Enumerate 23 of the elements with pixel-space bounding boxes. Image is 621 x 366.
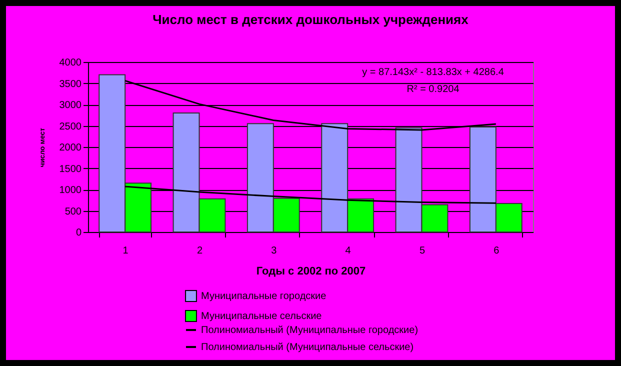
x-tick-label: 2 [196,246,203,256]
annotation: y = 87.143x² - 813.83x + 4286.4 [362,67,504,78]
y-tick-label: 0 [76,228,82,238]
legend-label: Полиномиальный (Муниципальные сельские) [201,342,414,353]
y-tick-label: 1500 [59,164,82,175]
annotation: R² = 0.9204 [406,84,460,95]
y-tick-label: 1000 [59,185,82,196]
x-tick-label: 5 [419,246,426,256]
y-tick-label: 2500 [59,121,82,132]
legend-label: Муниципальные сельские [201,311,322,322]
x-tick-label: 4 [345,246,352,256]
x-axis-title: Годы с 2002 по 2007 [256,266,366,278]
legend-label: Муниципальные городские [201,291,327,302]
y-tick-label: 3000 [59,100,82,111]
x-tick-label: 1 [122,246,129,256]
chart-title: Число мест в детских дошкольных учреждениях [152,12,470,27]
y-tick-label: 500 [64,206,82,218]
y-tick-label: 3500 [59,78,82,90]
x-tick-label: 6 [494,246,500,256]
y-tick-label: 2000 [59,142,82,154]
legend-label: Полиномиальный (Муниципальные городские) [201,325,418,336]
y-tick-label: 4000 [59,58,82,68]
x-tick-label: 3 [271,246,278,256]
